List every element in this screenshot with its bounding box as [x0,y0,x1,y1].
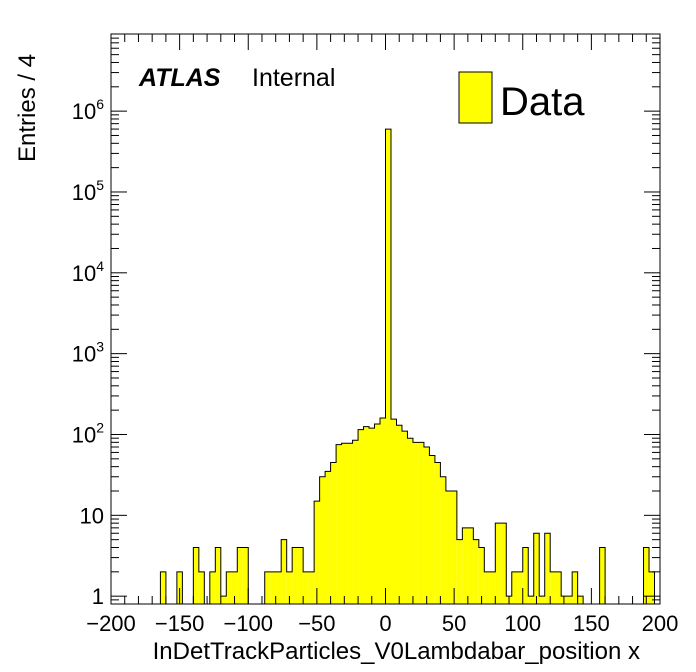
histogram-bin-bar [336,444,342,604]
histogram-bin-bar [341,443,348,604]
histogram-bin-bar [517,571,523,604]
y-tick-label: 106 [72,96,104,124]
histogram-bin-bar [220,596,227,604]
x-tick-labels: −200 −150 −100 −50 0 50 100 150 200 [86,611,678,636]
histogram-bin-bar [462,527,468,604]
histogram-bin-bar [643,547,650,604]
histogram-bars [160,129,655,604]
y-tick-label: 105 [72,177,104,205]
histogram-bin-bar [396,425,402,604]
histogram-bin-bar [380,417,386,604]
histogram-bin-bar [237,547,243,604]
histogram-bin-bar [160,571,166,604]
histogram-bin-bar [434,462,441,604]
histogram-bin-bar [500,523,507,604]
y-tick-label: 10 [80,503,104,528]
histogram-bin-bar [401,431,408,604]
histogram-bin-bar [242,547,249,604]
histogram-bin-bar [308,571,315,604]
histogram-bin-bar [555,571,562,604]
x-tick-label: −150 [155,611,205,636]
histogram-bin-bar [423,447,430,604]
x-tick-label: −100 [223,611,273,636]
histogram-bin-bar [649,571,655,604]
histogram-bin-bar [456,539,463,604]
histogram-bin-bar [303,571,309,604]
atlas-label: ATLAS [138,64,221,92]
histogram-bin-bar [522,547,529,604]
histogram-bin-bar [528,596,534,604]
internal-label: Internal [252,64,335,92]
histogram-bin-bar [264,571,271,604]
histogram-bin-bar [550,571,556,604]
y-tick-label: 103 [72,339,104,367]
x-tick-label: 0 [379,611,391,636]
histogram-bin-bar [599,547,606,604]
histogram-bin-bar [566,596,573,604]
histogram-bin-bar [193,547,199,604]
histogram-bin-bar [539,596,545,604]
histogram-bin-bar [363,426,370,604]
x-tick-label: −200 [86,611,136,636]
histogram-bin-bar [429,455,435,604]
histogram-bin-bar [407,438,413,604]
histogram-bin-bar [270,571,276,604]
histogram-bin-bar [478,547,485,604]
histogram-bin-bar [495,523,501,604]
x-tick-label: −50 [298,611,335,636]
y-tick-label: 1 [92,584,104,609]
y-axis-label: Entries / 4 [14,54,41,162]
histogram-bin-bar [297,547,304,604]
histogram-bin-bar [473,539,479,604]
axis-ticks [110,33,661,605]
histogram-bin-bar [533,533,540,604]
histogram-bin-bar [275,571,282,604]
histogram-bin-bar [369,428,375,604]
histogram-bin-bar [385,129,391,604]
histogram-bin-bar [544,533,551,604]
histogram-bin-bar [440,476,446,604]
histogram-bin-bar [292,547,298,604]
x-tick-label: 200 [642,611,679,636]
histogram-bin-bar [572,571,578,604]
histogram-bin-bar [358,429,364,604]
histogram-bin-bar [374,423,381,604]
histogram-bin-bar [330,462,337,604]
histogram-bin-bar [314,501,320,604]
x-tick-label: 50 [442,611,466,636]
histogram-bin-bar [489,571,496,604]
histogram-bin-bar [286,571,293,604]
histogram-bin-bar [484,571,490,604]
y-tick-labels: 1 10 102 103 104 105 106 [72,96,104,609]
histogram-bin-bar [215,547,221,604]
histogram-bin-bar [325,471,331,604]
histogram-bin-bar [231,571,238,604]
legend-label: Data [500,80,585,124]
histogram-bin-bar [451,490,457,604]
histogram-bin-bar [319,476,326,604]
legend-swatch [458,71,493,124]
y-tick-label: 102 [72,419,104,447]
histogram-bin-bar [412,442,419,604]
x-tick-label: 100 [504,611,541,636]
y-tick-label: 104 [72,258,104,286]
histogram-bin-bar [577,596,584,604]
histogram-bin-bar [418,442,424,604]
histogram-bin-bar [511,571,518,604]
histogram-bin-bar [209,571,216,604]
histogram-bin-bar [467,527,474,604]
histogram-bin-bar [445,490,452,604]
histogram-bin-bar [347,443,353,604]
histogram-bin-bar [226,571,232,604]
histogram-bin-bar [352,440,359,604]
legend: Data [458,71,585,124]
histogram-outline [159,128,660,605]
histogram-bin-bar [198,571,205,604]
x-axis-label: InDetTrackParticles_V0Lambdabar_position… [153,638,640,665]
x-tick-label: 150 [573,611,610,636]
histogram-bin-bar [281,539,287,604]
histogram-bin-bar [176,571,183,604]
histogram-bin-bar [390,419,397,604]
